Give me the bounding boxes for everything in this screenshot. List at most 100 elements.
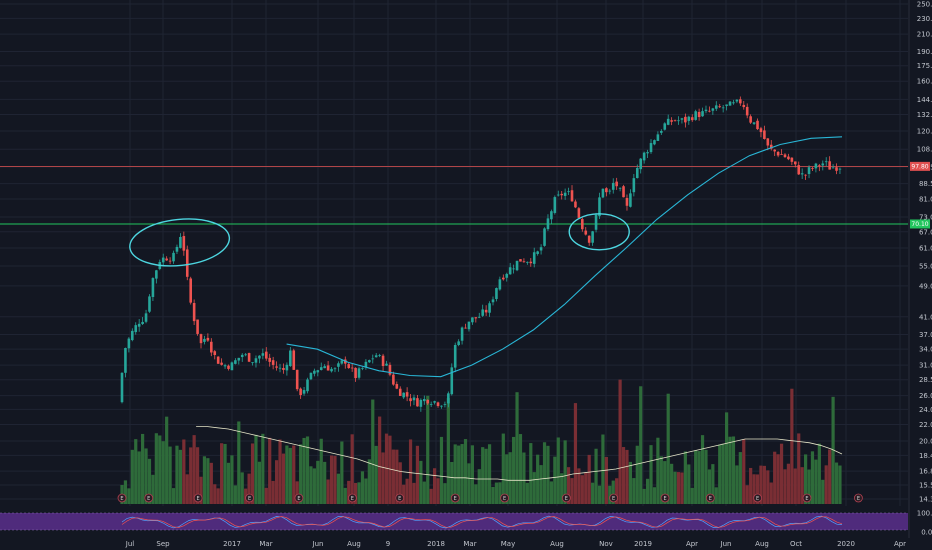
y-tick-label-26: 20.00 [919,437,932,445]
candle-body-3 [131,330,134,341]
earnings-marker-9[interactable] [561,493,571,503]
earnings-marker-label-3: E [248,496,251,502]
candle-body-119 [529,261,533,264]
annotation-circle-2[interactable] [568,213,630,251]
earnings-marker-7[interactable] [450,493,460,503]
volume-bar-114 [512,436,516,504]
volume-bar-39 [254,434,258,504]
volume-bar-90 [429,488,433,504]
candle-body-28 [216,356,220,364]
volume-bar-15 [171,488,176,504]
annotation-circle-1[interactable] [127,214,231,270]
earnings-marker-8[interactable] [500,493,510,503]
volume-bar-67 [350,434,354,504]
candle-body-165 [687,116,691,121]
earnings-marker-1[interactable] [144,493,154,503]
candle-body-56 [313,370,316,374]
candle-body-29 [220,362,223,365]
earnings-marker-15[interactable] [854,493,863,503]
volume-bar-17 [178,449,182,504]
candle-body-167 [694,111,697,120]
candle-body-10 [155,270,158,279]
candle-body-120 [532,252,536,264]
y-tick-label-16: 55.00 [919,262,932,270]
earnings-marker-12[interactable] [705,493,715,503]
volume-bar-101 [467,463,471,504]
volume-bar-158 [663,461,667,504]
candle-body-42 [264,351,268,359]
candle-body-200 [807,167,811,174]
candle-body-24 [203,338,206,342]
earnings-marker-2[interactable] [193,493,203,503]
candle-body-52 [299,388,302,396]
volume-bar-133 [577,468,581,504]
candle-body-68 [354,367,357,379]
volume-bar-80 [395,449,399,504]
volume-bar-152 [642,488,646,504]
volume-bar-138 [594,448,598,504]
volume-bar-45 [274,460,279,504]
candle-body-117 [522,261,526,263]
support-tag [910,219,930,229]
earnings-marker-label-15: E [857,496,860,502]
volume-bar-170 [704,449,708,504]
earnings-marker-11[interactable] [660,493,670,503]
candle-body-103 [474,317,478,319]
candle-body-79 [392,374,395,385]
volume-bar-151 [639,386,643,504]
candle-body-21 [192,302,196,322]
earnings-marker-13[interactable] [753,493,763,503]
volume-bar-44 [271,480,275,504]
x-tick-label-13: Apr [686,540,698,548]
volume-bar-164 [683,451,687,504]
rsi-pane: 100.00 0.00 [0,507,932,537]
earnings-marker-3[interactable] [245,493,254,503]
price-axis[interactable]: 250.00 230.00 210.00 190.00 175.00 160.00 144.… [908,0,932,538]
volume-bar-49 [288,447,292,504]
candle-body-142 [608,190,612,192]
candle-body-97 [453,344,457,368]
volume-bar-123 [542,442,547,504]
y-tick-label-5: 160.00 [917,78,932,86]
candle-body-174 [718,106,722,108]
candle-body-145 [618,187,622,189]
rsi-tick-label-0: 100.00 [917,510,932,518]
candle-body-187 [763,130,766,139]
candle-body-50 [292,350,296,370]
volume-bar-145 [618,379,622,504]
time-axis[interactable]: Jul Sep 2017 Mar Jun Aug 9 2018 Mar May Aug Nov 2019… [125,540,906,548]
candle-body-17 [179,236,182,248]
volume-bar-195 [790,388,794,504]
volume-bar-155 [652,487,657,504]
candle-body-7 [144,313,148,322]
volume-bar-108 [491,486,495,504]
candle-body-116 [519,259,522,262]
candle-body-133 [577,208,581,218]
y-tick-label-4: 175.00 [917,62,932,70]
earnings-marker-10[interactable] [609,493,619,503]
earnings-marker-0[interactable] [117,493,127,503]
candle-body-81 [398,388,402,396]
earnings-marker-14[interactable] [802,493,812,503]
candle-body-131 [570,190,574,202]
y-tick-label-22: 28.50 [919,376,932,384]
candle-body-36 [244,354,247,356]
volume-bar-161 [673,471,677,504]
volume-bar-122 [539,465,543,504]
earnings-marker-4[interactable] [294,493,304,503]
candle-body-13 [165,258,168,261]
candle-body-26 [210,341,213,353]
volume-bar-43 [268,437,272,504]
volume-bar-71 [364,478,368,504]
volume-bar-156 [656,437,660,504]
earnings-marker-6[interactable] [395,493,405,503]
earnings-marker-5[interactable] [347,493,357,503]
candle-body-33 [234,360,237,364]
volume-bar-105 [481,447,485,504]
volume-bar-106 [484,448,488,504]
volume-bar-165 [687,464,691,504]
volume-bar-73 [371,399,375,504]
candle-body-112 [505,273,509,278]
